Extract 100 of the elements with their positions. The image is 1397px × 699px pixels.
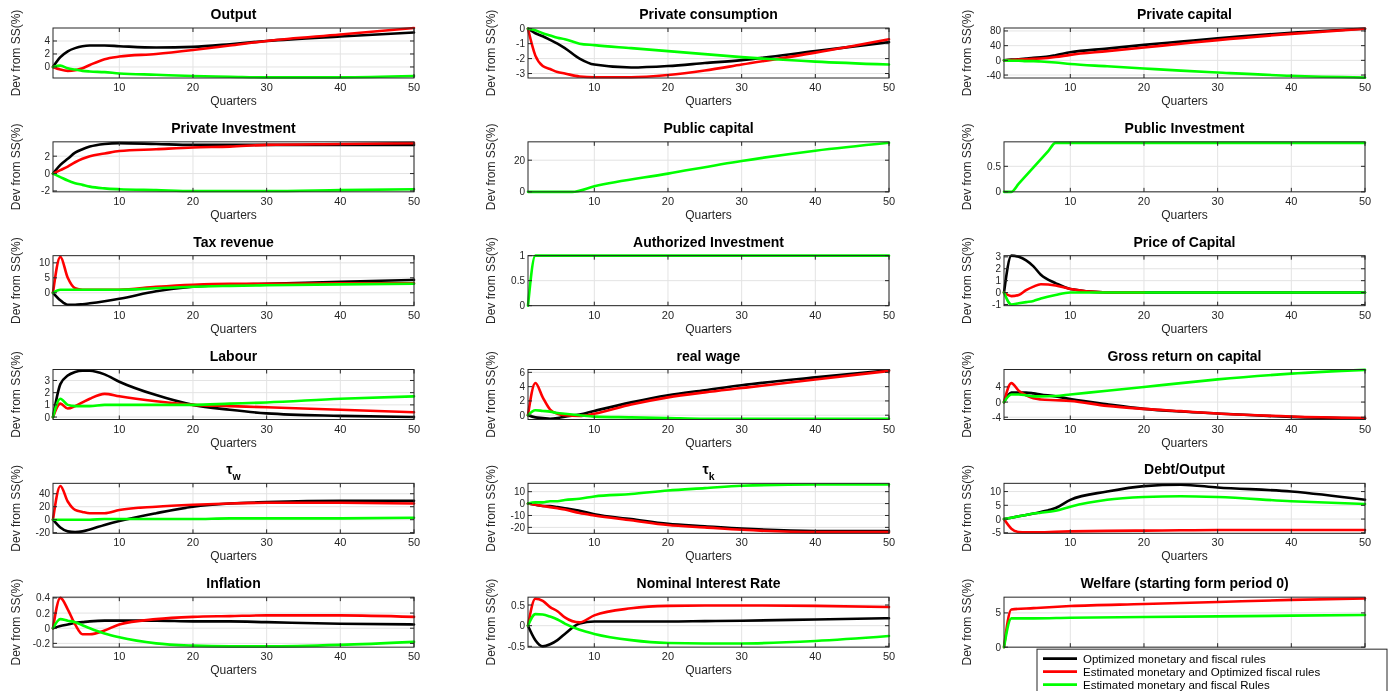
y-tick-label: 0.5 bbox=[987, 160, 1002, 172]
y-tick-label: -10 bbox=[510, 509, 526, 521]
y-axis-title: Dev from SS(%) bbox=[484, 9, 498, 97]
x-tick-label: 30 bbox=[1211, 194, 1224, 207]
legend-label: Estimated monetary and fiscal Rules bbox=[1083, 678, 1270, 691]
x-axis-title: Quarters bbox=[210, 321, 257, 336]
x-axis-title: Quarters bbox=[685, 207, 732, 222]
y-tick-label: -4 bbox=[992, 411, 1002, 423]
y-tick-label: 0.2 bbox=[36, 607, 51, 619]
y-tick-label: 0 bbox=[519, 409, 526, 421]
y-tick-label: 2 bbox=[44, 387, 51, 399]
x-tick-label: 40 bbox=[334, 194, 347, 207]
x-tick-label: 30 bbox=[260, 650, 273, 663]
x-tick-label: 40 bbox=[809, 81, 822, 93]
x-tick-label: 10 bbox=[1064, 81, 1077, 93]
y-axis-title: Dev from SS(%) bbox=[9, 351, 23, 438]
x-tick-label: 50 bbox=[407, 308, 421, 321]
y-tick-label: 1 bbox=[519, 250, 526, 262]
y-tick-label: 80 bbox=[989, 25, 1002, 37]
y-axis-title: Dev from SS(%) bbox=[960, 464, 974, 552]
x-tick-label: 30 bbox=[1211, 81, 1224, 93]
x-tick-label: 20 bbox=[1137, 536, 1151, 549]
x-tick-label: 20 bbox=[661, 422, 675, 435]
chart-title: τ$_{w}$ bbox=[226, 461, 242, 483]
y-tick-label: -2 bbox=[41, 185, 51, 197]
y-tick-label: -1 bbox=[992, 298, 1002, 310]
y-tick-label: 0 bbox=[995, 186, 1002, 198]
x-tick-label: 10 bbox=[113, 422, 126, 435]
y-tick-label: 0.5 bbox=[511, 275, 526, 287]
y-tick-label: 0 bbox=[44, 622, 51, 634]
legend-label: Optimized monetary and fiscal rules bbox=[1083, 652, 1267, 665]
chart-title: Output bbox=[210, 6, 257, 22]
y-tick-label: 0 bbox=[995, 54, 1002, 66]
x-tick-label: 10 bbox=[113, 536, 126, 549]
x-tick-label: 40 bbox=[809, 650, 822, 663]
legend-label: Estimated monetary and Optimized fiscal rules bbox=[1083, 665, 1321, 678]
x-tick-label: 50 bbox=[1358, 536, 1372, 549]
x-tick-label: 20 bbox=[661, 194, 675, 207]
x-tick-label: 40 bbox=[1285, 308, 1298, 321]
y-tick-label: 6 bbox=[519, 366, 526, 378]
y-tick-label: 1 bbox=[995, 275, 1002, 287]
y-axis-title: Dev from SS(%) bbox=[484, 578, 498, 666]
x-axis-title: Quarters bbox=[1161, 94, 1208, 108]
x-tick-label: 30 bbox=[260, 308, 273, 321]
y-tick-label: -20 bbox=[510, 521, 526, 533]
x-tick-label: 10 bbox=[588, 194, 601, 207]
x-tick-label: 50 bbox=[882, 536, 896, 549]
x-tick-label: 30 bbox=[1211, 308, 1224, 321]
y-axis-title: Dev from SS(%) bbox=[960, 578, 974, 666]
y-axis-title: Dev from SS(%) bbox=[9, 9, 23, 97]
x-tick-label: 10 bbox=[588, 536, 601, 549]
y-tick-label: 20 bbox=[513, 154, 526, 166]
y-tick-label: 2 bbox=[44, 48, 51, 60]
x-tick-label: 50 bbox=[407, 194, 421, 207]
x-tick-label: 20 bbox=[661, 308, 675, 321]
chart-title: Private consumption bbox=[639, 6, 778, 22]
x-tick-label: 50 bbox=[1358, 422, 1372, 435]
y-tick-label: -2 bbox=[516, 53, 526, 65]
x-tick-label: 30 bbox=[1211, 422, 1224, 435]
x-tick-label: 10 bbox=[1064, 194, 1077, 207]
x-tick-label: 20 bbox=[1137, 194, 1151, 207]
chart-title: Inflation bbox=[206, 575, 261, 592]
x-tick-label: 20 bbox=[186, 422, 200, 435]
x-axis-title: Quarters bbox=[685, 94, 732, 108]
y-axis-title: Dev from SS(%) bbox=[960, 237, 974, 325]
y-tick-label: 4 bbox=[44, 35, 51, 47]
y-tick-label: 5 bbox=[995, 607, 1002, 619]
x-tick-label: 50 bbox=[882, 194, 896, 207]
y-tick-label: 5 bbox=[44, 272, 51, 284]
chart-title: Tax revenue bbox=[193, 233, 275, 250]
x-tick-label: 40 bbox=[1285, 536, 1298, 549]
x-tick-label: 40 bbox=[1285, 422, 1298, 435]
x-tick-label: 50 bbox=[882, 308, 896, 321]
x-tick-label: 10 bbox=[113, 81, 126, 93]
y-tick-label: 0 bbox=[995, 641, 1002, 653]
x-tick-label: 20 bbox=[186, 194, 200, 207]
x-tick-label: 10 bbox=[113, 308, 126, 321]
y-tick-label: 40 bbox=[38, 488, 51, 500]
x-tick-label: 50 bbox=[407, 650, 421, 663]
y-tick-label: 2 bbox=[519, 395, 526, 407]
y-axis-title: Dev from SS(%) bbox=[9, 123, 23, 211]
x-tick-label: 10 bbox=[1064, 308, 1077, 321]
x-axis-title: Quarters bbox=[1161, 321, 1208, 336]
x-tick-label: 30 bbox=[735, 308, 748, 321]
y-tick-label: 3 bbox=[44, 374, 51, 386]
x-tick-label: 30 bbox=[260, 194, 273, 207]
y-tick-label: 0.5 bbox=[511, 599, 526, 611]
x-axis-title: Quarters bbox=[685, 663, 732, 678]
x-tick-label: 50 bbox=[1358, 308, 1372, 321]
y-tick-label: -0.2 bbox=[32, 637, 51, 649]
y-tick-label: 0 bbox=[995, 287, 1002, 299]
x-tick-label: 20 bbox=[186, 536, 200, 549]
x-axis-title: Quarters bbox=[685, 549, 732, 564]
y-axis-title: Dev from SS(%) bbox=[960, 123, 974, 211]
y-tick-label: -20 bbox=[35, 527, 51, 539]
x-axis-title: Quarters bbox=[1161, 435, 1208, 450]
x-tick-label: 10 bbox=[588, 650, 601, 663]
y-tick-label: 0 bbox=[519, 300, 526, 312]
x-tick-label: 20 bbox=[186, 650, 200, 663]
chart-title: Debt/Output bbox=[1144, 461, 1226, 478]
